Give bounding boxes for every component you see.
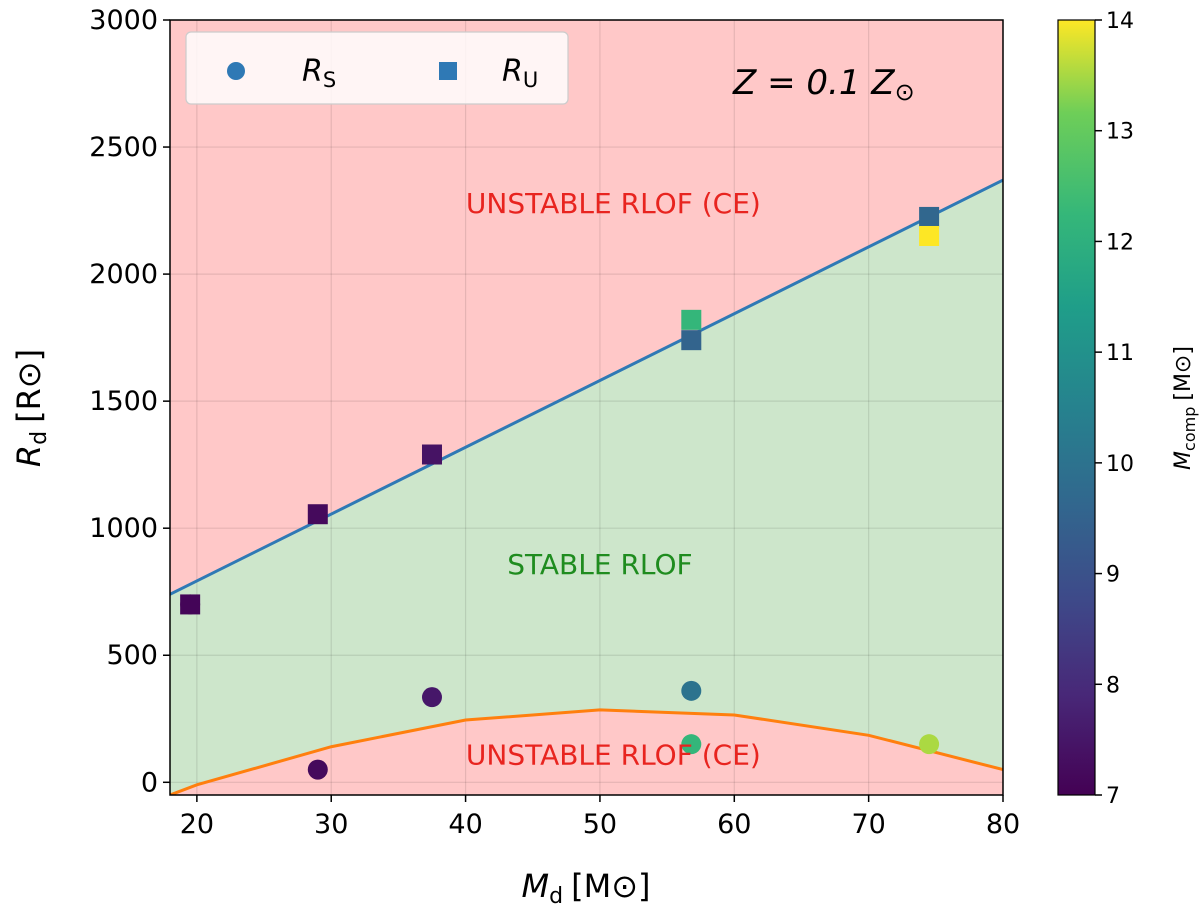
point-rs xyxy=(919,734,940,755)
colorbar: 7 8 9 10 11 12 13 14 Mcomp[M⊙] xyxy=(1057,9,1199,809)
colorbar-tick-label: 12 xyxy=(1106,230,1134,255)
x-tick-label: 30 xyxy=(314,809,348,840)
y-tick-label: 3000 xyxy=(89,5,158,36)
colorbar-gradient xyxy=(1057,19,1096,796)
x-tick-label: 80 xyxy=(986,809,1020,840)
point-rs xyxy=(307,759,328,780)
legend: RS RU xyxy=(185,31,569,105)
legend-square-marker xyxy=(439,62,457,80)
x-axis: 20 30 40 50 60 70 80 xyxy=(180,795,1020,840)
data-markers xyxy=(180,206,940,780)
y-tick-label: 2500 xyxy=(89,132,158,163)
y-tick-label: 2000 xyxy=(89,259,158,290)
point-rs xyxy=(681,734,702,755)
legend-entry-rs: RS xyxy=(302,54,336,92)
legend-box xyxy=(185,31,569,105)
region-label-1: STABLE RLOF xyxy=(507,548,692,581)
point-ru xyxy=(919,206,940,227)
colorbar-label: Mcomp[M⊙] xyxy=(1171,346,1199,470)
colorbar-tick-label: 7 xyxy=(1106,784,1120,809)
y-tick-label: 500 xyxy=(106,640,158,671)
x-tick-label: 20 xyxy=(180,809,214,840)
colorbar-tick-label: 9 xyxy=(1106,563,1120,588)
x-tick-label: 70 xyxy=(851,809,885,840)
plot-frame xyxy=(169,19,1004,796)
lower-boundary-line xyxy=(170,708,1003,795)
region-label-2: UNSTABLE RLOF (CE) xyxy=(466,739,761,772)
plot-area: UNSTABLE RLOF (CE) STABLE RLOF UNSTABLE RL… xyxy=(169,19,1004,796)
point-rs xyxy=(681,680,702,701)
legend-entry-ru: RU xyxy=(502,54,538,92)
point-ru xyxy=(681,330,702,351)
y-axis-label: Rd[R⊙] xyxy=(10,349,52,467)
x-tick-label: 60 xyxy=(717,809,751,840)
region-label-0: UNSTABLE RLOF (CE) xyxy=(466,187,761,220)
legend-circle-marker xyxy=(227,62,245,80)
x-tick-label: 50 xyxy=(583,809,617,840)
colorbar-ticks: 7 8 9 10 11 12 13 14 xyxy=(1095,9,1134,809)
y-tick-label: 1500 xyxy=(89,386,158,417)
boundary-lines xyxy=(170,178,1003,795)
stability-regions xyxy=(170,20,1003,795)
point-ru xyxy=(421,444,442,465)
region-labels: UNSTABLE RLOF (CE) STABLE RLOF UNSTABLE RL… xyxy=(466,187,761,771)
colorbar-tick-label: 14 xyxy=(1106,9,1134,34)
point-ru xyxy=(307,504,328,525)
y-tick-label: 0 xyxy=(141,767,158,798)
x-tick-label: 40 xyxy=(448,809,482,840)
y-axis: 0 500 1000 1500 2000 2500 3000 xyxy=(89,5,170,798)
stable-region xyxy=(170,180,1003,795)
point-ru xyxy=(919,225,940,246)
x-axis-label: Md [M⊙] xyxy=(522,867,651,905)
colorbar-tick-label: 8 xyxy=(1106,673,1120,698)
colorbar-tick-label: 11 xyxy=(1106,341,1134,366)
colorbar-tick-label: 13 xyxy=(1106,120,1134,145)
point-ru xyxy=(681,309,702,330)
grid xyxy=(170,20,1003,795)
upper-boundary-line xyxy=(170,178,1003,596)
point-ru xyxy=(180,594,201,615)
colorbar-tick-label: 10 xyxy=(1106,452,1134,477)
y-tick-label: 1000 xyxy=(89,513,158,544)
point-rs xyxy=(421,687,442,708)
metallicity-annotation: Z = 0.1 Z⊙ xyxy=(732,63,915,106)
